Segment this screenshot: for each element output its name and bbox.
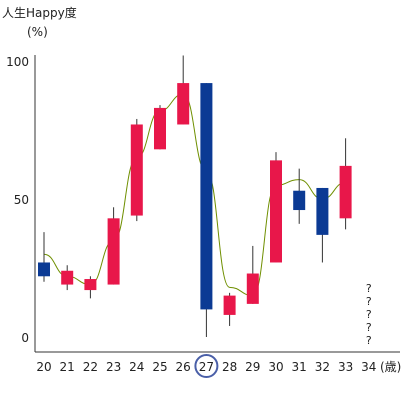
candle-body: [107, 218, 120, 285]
unknown-mark: ?: [366, 282, 372, 295]
candle-25: [154, 105, 166, 150]
x-tick-label: 32: [315, 360, 330, 374]
candle-body: [293, 190, 306, 211]
unknown-mark: ?: [366, 295, 372, 308]
x-tick-label: 20: [36, 360, 51, 374]
candle-31: [293, 168, 306, 224]
candle-body: [84, 279, 97, 291]
candle-body: [177, 83, 190, 125]
x-tick-label: 25: [152, 360, 167, 374]
x-tick-label: 27: [199, 360, 214, 374]
candle-32: [316, 187, 329, 263]
x-tick-label: 21: [60, 360, 75, 374]
candle-body: [130, 124, 143, 216]
candle-22: [84, 276, 97, 299]
candle-body: [316, 187, 329, 235]
candle-33: [339, 138, 352, 230]
candle-body: [246, 273, 259, 304]
x-axis-unit: (歳): [380, 360, 401, 374]
unknown-mark: ?: [366, 334, 372, 347]
candle-30: [270, 152, 282, 263]
trend-line: [43, 93, 346, 297]
x-tick-label: 34: [361, 360, 376, 374]
candle-26: [177, 55, 190, 125]
candle-23: [107, 207, 120, 285]
x-tick-label: 31: [292, 360, 307, 374]
x-tick-label: 24: [129, 360, 144, 374]
candle-body: [270, 160, 282, 263]
unknown-mark: ?: [366, 308, 372, 321]
x-tick-label: 22: [83, 360, 98, 374]
candle-28: [223, 292, 236, 326]
x-tick-label: 33: [338, 360, 353, 374]
candle-29: [246, 245, 259, 304]
candle-body: [200, 83, 213, 310]
candle-21: [61, 265, 74, 291]
candle-body: [154, 107, 166, 150]
y-tick-label: 50: [14, 193, 29, 207]
candle-body: [339, 165, 352, 219]
y-tick-label: 100: [6, 55, 29, 69]
y-tick-label: 0: [21, 331, 29, 345]
y-axis-title: 人生Happy度: [2, 5, 77, 20]
highlight-circle: [194, 354, 219, 378]
candle-24: [130, 118, 143, 222]
x-tick-label: 26: [176, 360, 191, 374]
x-tick-label: 30: [268, 360, 283, 374]
x-tick-label: 28: [222, 360, 237, 374]
x-tick-label: 23: [106, 360, 121, 374]
y-axis-unit: (%): [27, 25, 48, 39]
unknown-mark: ?: [366, 321, 372, 334]
x-tick-label: 29: [245, 360, 260, 374]
candle-20: [38, 232, 50, 282]
candle-body: [38, 262, 50, 277]
candle-body: [223, 295, 236, 315]
candle-body: [61, 270, 74, 285]
candle-27: [200, 83, 213, 337]
